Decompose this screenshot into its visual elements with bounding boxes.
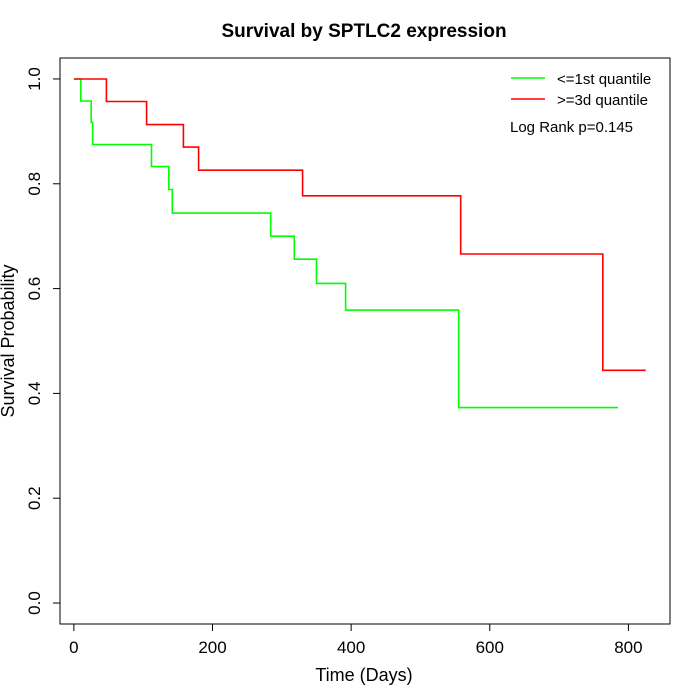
y-tick-label: 0.4 [25,382,44,406]
series-layer [73,78,646,409]
x-tick-label: 0 [69,638,78,657]
x-axis-label: Time (Days) [315,665,412,685]
y-tick-label: 0.0 [25,591,44,615]
x-axis: 0 200 400 600 800 [69,623,643,657]
legend-label-series-0: <=1st quantile [557,71,651,88]
y-tick-label: 0.6 [25,277,44,301]
survival-curve-series-0 [73,78,618,409]
y-tick-label: 1.0 [25,67,44,91]
chart-title: Survival by SPTLC2 expression [221,21,506,42]
y-axis-label: Survival Probability [0,264,18,417]
legend: <=1st quantile >=3d quantile [511,71,651,109]
y-tick-label: 0.2 [25,486,44,510]
x-tick-label: 200 [198,638,226,657]
x-tick-label: 600 [476,638,504,657]
x-tick-label: 800 [614,638,642,657]
y-axis: 0.0 0.2 0.4 0.6 0.8 1.0 [25,67,61,615]
survival-curve-series-1 [73,78,646,372]
y-tick-label: 0.8 [25,172,44,196]
legend-label-series-1: >=3d quantile [557,92,648,109]
log-rank-annotation: Log Rank p=0.145 [510,119,633,136]
plot-frame [59,57,671,625]
x-tick-label: 400 [337,638,365,657]
